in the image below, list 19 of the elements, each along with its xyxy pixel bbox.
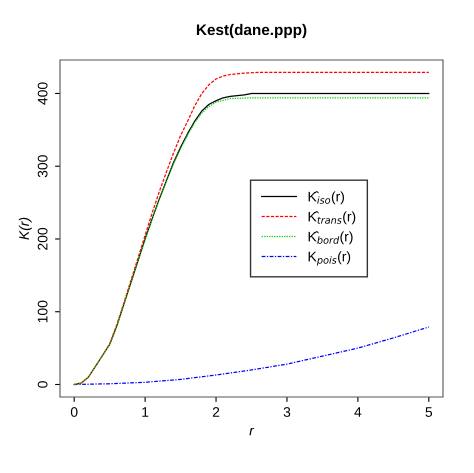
y-tick-label: 400 [38,82,48,105]
x-tick-label: 4 [354,407,362,417]
x-tick-label: 0 [70,407,78,417]
y-axis-title: K(r) [18,218,32,240]
legend-label: K̂$_{bord}$(r) [308,231,353,244]
y-tick-label: 300 [38,155,48,178]
x-tick-label: 3 [284,407,290,417]
chart-title: Kest(dane.ppp) [196,24,306,38]
y-tick-label: 200 [38,228,48,250]
x-tick-label: 1 [142,407,148,417]
legend-label: K$_{pois}$(r) [308,251,350,266]
line-series [74,326,430,386]
x-tick-label: 2 [212,407,220,417]
y-tick-label: 100 [38,300,48,322]
legend-label: K̂$_{iso}$(r) [308,191,344,204]
x-tick-label: 5 [426,407,432,417]
legend-label: K̂$_{trans}$(r) [308,211,356,224]
y-tick-label: 0 [38,381,48,388]
x-axis-title: r [249,428,254,436]
